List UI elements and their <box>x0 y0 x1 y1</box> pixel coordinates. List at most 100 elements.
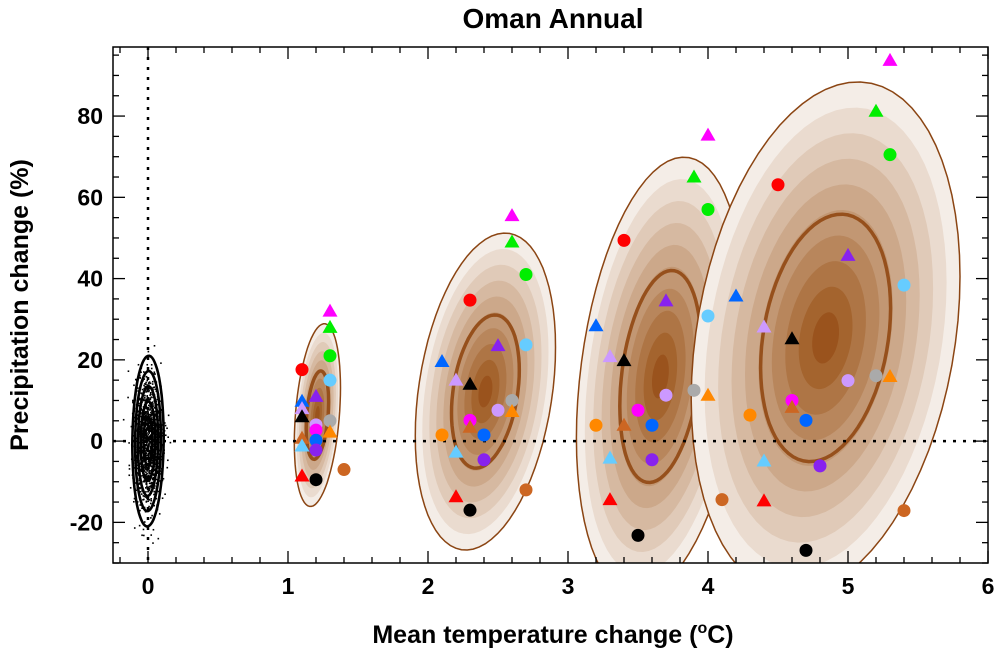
control-point <box>145 430 148 433</box>
control-point <box>148 471 150 474</box>
control-point <box>147 429 150 431</box>
model-point-circle <box>645 453 659 467</box>
control-point <box>146 432 148 434</box>
control-point <box>146 470 149 472</box>
control-point <box>142 499 144 501</box>
control-point <box>147 420 149 423</box>
model-point-triangle <box>700 387 716 401</box>
control-point <box>149 430 152 432</box>
control-point <box>152 421 154 424</box>
model-point-circle <box>519 268 533 282</box>
model-point-triangle <box>294 438 310 452</box>
control-point <box>146 475 148 478</box>
control-point <box>157 472 159 474</box>
control-point <box>145 454 148 457</box>
control-point <box>153 344 156 347</box>
control-point <box>143 413 146 416</box>
model-point-circle <box>295 363 309 377</box>
control-point <box>145 496 147 499</box>
control-point <box>137 363 140 366</box>
control-point <box>150 498 152 500</box>
distribution-median-contour <box>758 212 893 464</box>
control-point <box>148 452 151 454</box>
control-point <box>154 388 157 391</box>
control-scatter <box>122 344 172 544</box>
control-point <box>149 434 152 437</box>
control-point <box>150 465 153 468</box>
model-point-triangle <box>294 468 310 482</box>
control-point <box>127 396 129 399</box>
control-point <box>145 448 148 451</box>
control-point <box>144 443 146 446</box>
model-point-triangle <box>294 409 310 423</box>
control-point <box>153 504 156 507</box>
model-point-triangle <box>602 450 618 464</box>
control-point <box>148 472 151 475</box>
control-point <box>140 468 142 471</box>
model-point-circle <box>813 459 827 473</box>
control-point <box>144 474 147 476</box>
control-point <box>136 467 139 470</box>
model-point-circle <box>323 349 337 363</box>
control-point <box>148 474 150 477</box>
control-point <box>145 410 147 413</box>
control-point <box>149 470 152 472</box>
control-point <box>157 537 160 540</box>
y-tick-label: 80 <box>77 103 103 129</box>
model-point-triangle <box>462 376 478 390</box>
model-point-circle <box>687 383 701 397</box>
model-point-triangle <box>294 393 310 407</box>
control-point <box>140 470 143 473</box>
control-point <box>145 400 147 403</box>
control-point <box>138 397 141 400</box>
model-point-triangle <box>294 430 310 444</box>
control-point <box>148 398 151 401</box>
control-point <box>153 493 155 496</box>
control-point <box>144 416 146 418</box>
control-point <box>143 466 145 469</box>
control-point <box>147 382 150 384</box>
distribution-contour <box>812 312 839 364</box>
model-point-triangle <box>784 399 800 413</box>
control-point <box>138 402 140 405</box>
control-point <box>157 412 160 414</box>
control-point <box>144 412 146 414</box>
model-point-circle <box>743 408 757 422</box>
control-point <box>147 489 150 492</box>
control-point <box>147 423 150 426</box>
control-point <box>143 464 145 466</box>
control-point <box>145 406 148 408</box>
control-point <box>144 414 147 417</box>
model-point-triangle <box>490 338 506 352</box>
control-point <box>148 499 151 501</box>
control-point <box>155 445 158 448</box>
control-point <box>147 440 150 442</box>
control-point <box>149 447 152 449</box>
control-point <box>151 418 153 421</box>
control-point <box>140 411 142 414</box>
control-point <box>151 484 153 486</box>
control-point <box>148 470 151 472</box>
control-point <box>136 387 139 389</box>
control-point <box>151 380 154 383</box>
control-point <box>153 473 155 475</box>
control-point <box>152 528 155 531</box>
control-point <box>164 424 167 427</box>
control-point <box>144 436 147 439</box>
control-point <box>129 487 132 489</box>
control-point <box>158 513 161 515</box>
control-point <box>133 420 136 423</box>
control-point <box>143 396 146 399</box>
control-point <box>145 375 148 378</box>
control-point <box>144 385 146 388</box>
distribution-median-contour <box>304 369 331 462</box>
control-point <box>152 396 154 399</box>
control-point <box>152 451 155 453</box>
control-point <box>153 406 156 409</box>
control-point <box>147 454 149 456</box>
y-tick-label: 0 <box>90 428 103 454</box>
control-point <box>145 444 148 446</box>
control-contour <box>130 354 166 528</box>
control-point <box>149 452 152 455</box>
control-point <box>143 480 146 483</box>
